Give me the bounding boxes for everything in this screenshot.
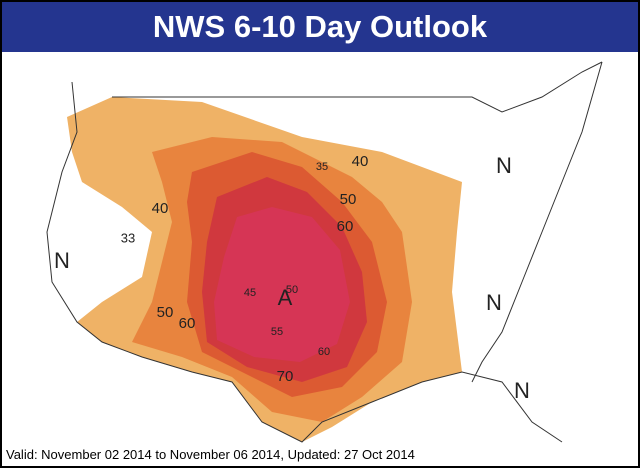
map-label: 40 bbox=[352, 153, 369, 170]
map-label: 60 bbox=[179, 315, 196, 332]
map: N N N N A 40 33 50 60 45 50 55 60 70 35 40 50 60 bbox=[46, 61, 603, 443]
footer: Valid: November 02 2014 to November 06 2… bbox=[6, 447, 415, 462]
map-label: 55 bbox=[271, 326, 283, 338]
map-label: 70 bbox=[277, 368, 294, 385]
map-label: 50 bbox=[340, 191, 357, 208]
map-label: 35 bbox=[316, 161, 328, 173]
border bbox=[112, 61, 603, 113]
map-label: N bbox=[486, 290, 502, 315]
coastline-east bbox=[471, 61, 603, 383]
map-label: 40 bbox=[152, 200, 169, 217]
map-label: 50 bbox=[157, 304, 174, 321]
map-label: N bbox=[496, 153, 512, 178]
title-bar: NWS 6-10 Day Outlook bbox=[2, 2, 638, 52]
labels: N N N N A 40 33 50 60 45 50 55 60 70 35 40 50 60 bbox=[54, 153, 530, 403]
coastline bbox=[46, 81, 563, 443]
map-label: 50 bbox=[286, 284, 298, 296]
map-label: 60 bbox=[318, 346, 330, 358]
region-deep-red bbox=[214, 207, 350, 362]
map-label: A bbox=[278, 285, 293, 310]
map-label: 45 bbox=[244, 287, 256, 299]
map-label: N bbox=[54, 248, 70, 273]
map-label: 60 bbox=[337, 218, 354, 235]
map-label: 33 bbox=[121, 230, 135, 245]
map-label: N bbox=[514, 378, 530, 403]
